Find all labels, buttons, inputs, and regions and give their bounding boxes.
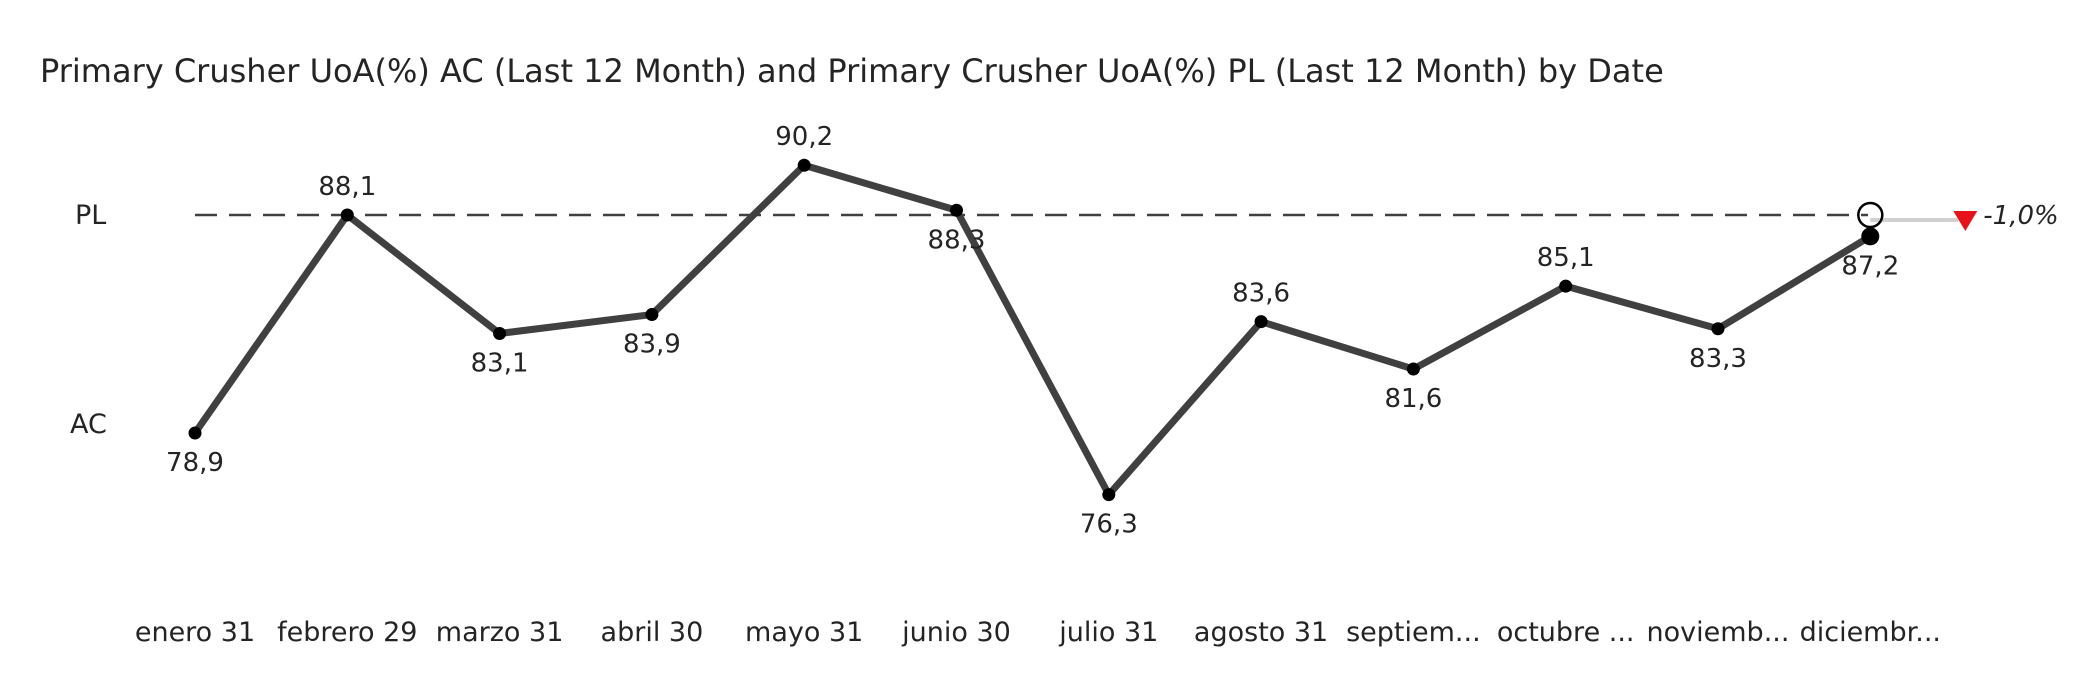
series-label-ac: AC [70, 409, 107, 440]
ac-data-label: 83,1 [471, 349, 529, 379]
x-tick-label: julio 31 [1058, 617, 1158, 648]
ac-data-label: 83,9 [623, 330, 681, 360]
x-tick-label: mayo 31 [745, 617, 863, 648]
ac-data-point [1254, 315, 1268, 329]
x-tick-label: febrero 29 [277, 617, 417, 648]
variance-down-icon [1953, 211, 1978, 231]
pl-end-marker [1857, 201, 1884, 229]
ac-data-point [1861, 227, 1880, 246]
ac-data-point [1559, 279, 1573, 293]
ac-data-label: 88,3 [928, 225, 986, 255]
ac-data-label: 87,2 [1841, 251, 1899, 281]
x-tick-label: octubre ... [1497, 617, 1635, 648]
ac-data-label: 78,9 [166, 448, 224, 478]
ac-data-label: 81,6 [1384, 384, 1442, 414]
ac-data-point [188, 426, 202, 440]
ac-data-point [493, 327, 507, 340]
x-tick-label: diciembr... [1800, 617, 1941, 648]
ac-data-label: 83,3 [1689, 344, 1747, 374]
x-tick-label: marzo 31 [436, 617, 564, 648]
ac-data-point [645, 308, 659, 322]
x-tick-label: junio 30 [901, 617, 1011, 648]
ac-data-point [340, 208, 354, 222]
ac-data-label: 88,1 [318, 172, 376, 202]
x-tick-label: enero 31 [135, 617, 255, 648]
ac-data-point [950, 203, 963, 217]
ac-data-label: 85,1 [1537, 243, 1595, 273]
x-tick-label: agosto 31 [1194, 617, 1328, 648]
variance-label: -1,0% [1983, 201, 2058, 231]
chart-title: Primary Crusher UoA(%) AC (Last 12 Month… [40, 52, 1664, 90]
ac-data-label: 76,3 [1080, 510, 1138, 540]
ac-series-line [191, 161, 1874, 499]
ac-data-point [797, 158, 811, 172]
x-tick-label: abril 30 [601, 617, 704, 648]
x-tick-label: septiem... [1346, 617, 1481, 648]
ac-data-point [1406, 362, 1420, 376]
series-label-pl: PL [75, 200, 106, 231]
ac-data-point [1711, 322, 1725, 336]
ac-data-label: 90,2 [775, 122, 833, 152]
x-tick-label: noviemb... [1647, 617, 1790, 648]
ac-data-label: 83,6 [1232, 279, 1290, 309]
ac-data-point [1102, 488, 1116, 502]
